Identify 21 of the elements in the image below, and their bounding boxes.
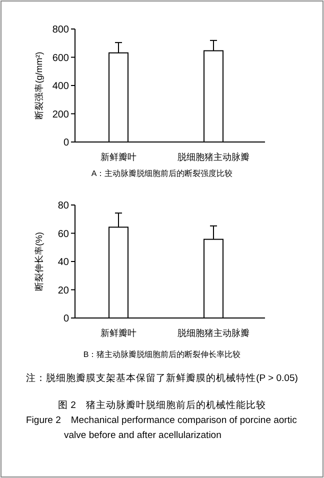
y-tick-label: 80 bbox=[58, 200, 70, 212]
x-tick-label: 脱细胞猪主动脉瓣 bbox=[178, 152, 250, 162]
y-tick-label: 20 bbox=[58, 285, 70, 296]
y-tick-label: 200 bbox=[52, 109, 70, 120]
y-tick-label: 60 bbox=[58, 228, 70, 240]
text: 注：脱细胞瓣膜支架基本保留了新鲜瓣膜的机械特性(P > 0.05) bbox=[26, 372, 298, 384]
caption: 图 2 猪主动脉瓣叶脱细胞前后的机械性能比较 bbox=[58, 399, 266, 411]
y-axis-title: 断裂强率(g/mm²) bbox=[34, 52, 44, 120]
x-tick-label: 新鲜瓣叶 bbox=[100, 152, 136, 162]
y-tick-label: 0 bbox=[63, 138, 70, 148]
y-tick-label: 600 bbox=[52, 52, 70, 64]
caption: Figure 2 Mechanical performance comparison of porcine aortic valve before and after acellularization bbox=[26, 415, 298, 441]
y-tick-label: 40 bbox=[58, 257, 70, 268]
y-tick-label: 400 bbox=[52, 81, 70, 92]
x-tick-label: 新鲜瓣叶 bbox=[100, 328, 136, 338]
y-tick-label: 800 bbox=[52, 24, 70, 36]
text: B：猪主动脉瓣脱细胞前后的断裂伸长率比较 bbox=[83, 350, 241, 359]
x-tick-label: 脱细胞猪主动脉瓣 bbox=[178, 328, 250, 338]
text: A：主动脉瓣脱细胞前后的断裂强度比较 bbox=[91, 169, 233, 178]
y-tick-label: 0 bbox=[63, 314, 70, 324]
y-axis-title: 断裂伸长率(%) bbox=[34, 232, 44, 291]
